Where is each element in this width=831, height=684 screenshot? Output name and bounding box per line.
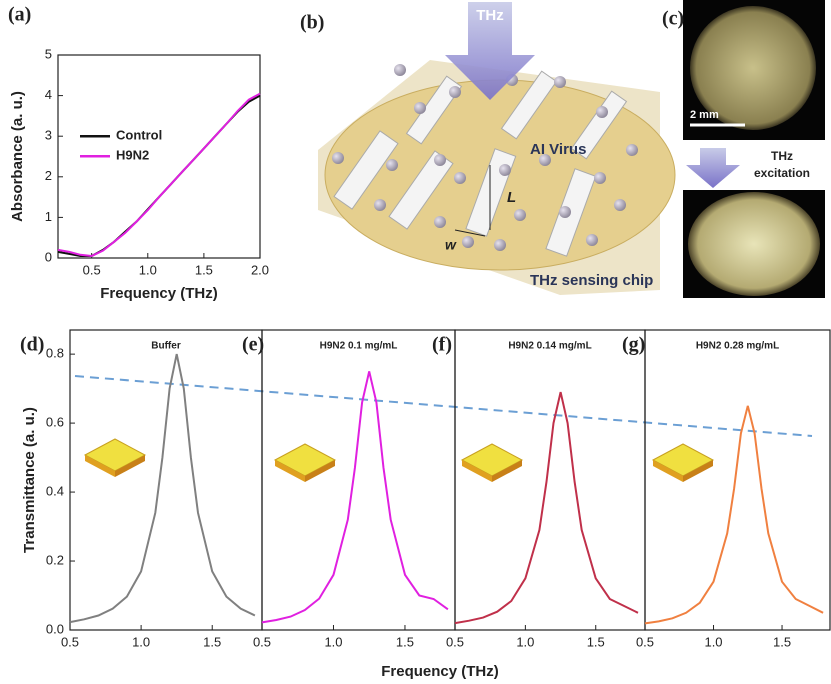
- figure-canvas: (a) (b) (c) (d) (e) (f) (g) THz AI Virus…: [0, 0, 831, 684]
- y-tick-label: 0.0: [46, 621, 64, 636]
- x-tick-label: 1.5: [587, 634, 605, 649]
- x-tick-label: 1.0: [516, 634, 534, 649]
- arrow-label: THz excitation: [742, 148, 822, 182]
- y-tick-label: 2: [45, 168, 52, 183]
- y-tick-label: 0.4: [46, 484, 64, 499]
- x-tick-label: 1.0: [139, 262, 157, 277]
- x-tick-label: 1.0: [704, 634, 722, 649]
- figure: (a) (b) (c) (d) (e) (f) (g) THz AI Virus…: [0, 0, 831, 684]
- panel-label: (c): [662, 8, 684, 30]
- x-tick-label: 0.5: [446, 634, 464, 649]
- data-line: [58, 94, 260, 256]
- panel-label: (e): [242, 334, 264, 356]
- chip-icon: [653, 444, 713, 476]
- chip-icon: [275, 444, 335, 476]
- data-line: [455, 392, 638, 623]
- scale-label: 2 mm: [690, 109, 719, 121]
- legend-label: H9N2: [116, 148, 149, 163]
- y-tick-label: 0.2: [46, 552, 64, 567]
- droplet-after: [688, 192, 820, 296]
- x-tick-label: 1.0: [324, 634, 342, 649]
- panel-label: (f): [432, 334, 452, 356]
- data-line: [262, 371, 448, 622]
- length-label: L: [507, 189, 516, 206]
- x-tick-label: 1.0: [132, 634, 150, 649]
- y-tick-label: 0: [45, 249, 52, 264]
- excitation-arrow: [686, 148, 740, 188]
- x-tick-label: 0.5: [83, 262, 101, 277]
- panel-title: H9N2 0.28 mg/mL: [696, 341, 779, 352]
- plot-frame: [455, 330, 645, 630]
- panel-label: (d): [20, 334, 44, 356]
- panel-label: (g): [622, 334, 645, 356]
- x-tick-label: 2.0: [251, 262, 269, 277]
- data-line: [645, 406, 823, 624]
- chip-icon: [85, 439, 145, 471]
- beam-label: THz: [476, 7, 504, 24]
- chip-label: THz sensing chip: [530, 272, 653, 289]
- panel-label: (b): [300, 12, 324, 34]
- y-tick-label: 5: [45, 46, 52, 61]
- y-tick-label: 1: [45, 209, 52, 224]
- plot-frame: [262, 330, 455, 630]
- legend-label: Control: [116, 128, 162, 143]
- panel-title: Buffer: [151, 341, 181, 352]
- plot-frame: [70, 330, 262, 630]
- plot-frame: [645, 330, 830, 630]
- x-tick-label: 1.5: [203, 634, 221, 649]
- data-line: [70, 354, 255, 622]
- panel-title: H9N2 0.1 mg/mL: [320, 341, 398, 352]
- chip-icon: [462, 444, 522, 476]
- y-tick-label: 4: [45, 87, 52, 102]
- panel-title: H9N2 0.14 mg/mL: [508, 341, 591, 352]
- y-tick-label: 0.6: [46, 415, 64, 430]
- width-label: w: [445, 237, 457, 253]
- y-tick-label: 3: [45, 128, 52, 143]
- x-tick-label: 0.5: [636, 634, 654, 649]
- x-tick-label: 0.5: [61, 634, 79, 649]
- x-axis-label: Frequency (THz): [100, 285, 218, 302]
- x-tick-label: 1.5: [773, 634, 791, 649]
- x-tick-label: 0.5: [253, 634, 271, 649]
- x-tick-label: 1.5: [396, 634, 414, 649]
- x-tick-label: 1.5: [195, 262, 213, 277]
- y-axis-label: Transmittance (a. u.): [21, 407, 38, 553]
- y-axis-label: Absorbance (a. u.): [9, 91, 26, 222]
- virus-label: AI Virus: [530, 141, 586, 158]
- chip-schematic: [318, 2, 675, 295]
- y-tick-label: 0.8: [46, 346, 64, 361]
- panel-label: (a): [8, 4, 31, 26]
- x-axis-label: Frequency (THz): [381, 663, 499, 680]
